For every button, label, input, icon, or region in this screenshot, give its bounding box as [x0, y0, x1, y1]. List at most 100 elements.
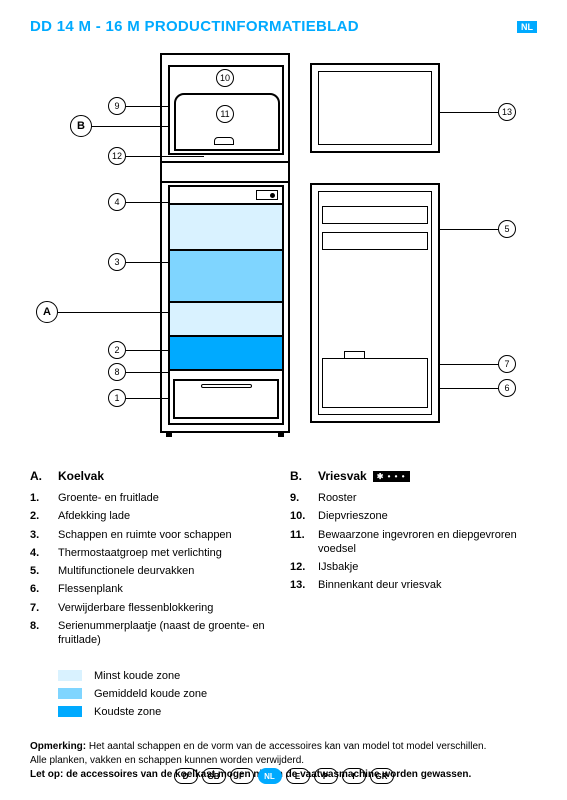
item-number: 2. — [30, 509, 58, 523]
list-item: 3.Schappen en ruimte voor schappen — [30, 528, 290, 542]
label-8: 8 — [108, 363, 126, 381]
vegetable-drawer — [173, 379, 279, 419]
list-item: 11.Bewaarzone ingevroren en diepgevroren… — [290, 528, 537, 557]
item-number: 10. — [290, 509, 318, 523]
section-letter: A. — [30, 469, 58, 483]
list-item: 1.Groente- en fruitlade — [30, 491, 290, 505]
legend-swatch — [58, 706, 82, 717]
shelf — [170, 301, 282, 303]
item-number: 9. — [290, 491, 318, 505]
item-text: Serienummerplaatje (naast de groente- en… — [58, 619, 290, 648]
language-pill-f[interactable]: F — [230, 768, 254, 784]
label-1: 1 — [108, 389, 126, 407]
note-text: Het aantal schappen en de vorm van de ac… — [86, 741, 486, 752]
list-item: 10.Diepvrieszone — [290, 509, 537, 523]
label-12: 12 — [108, 147, 126, 165]
star-rating-badge: ✱ • • • — [373, 471, 410, 482]
leader-line — [126, 398, 168, 399]
leader-line — [92, 126, 168, 127]
freezer-door — [310, 63, 440, 153]
leader-line — [440, 364, 498, 365]
legend-row: Minst koude zone — [58, 670, 537, 682]
note-line-1: Opmerking: Het aantal schappen en de vor… — [30, 740, 537, 754]
leader-line — [440, 229, 498, 230]
door-shelf — [322, 232, 428, 250]
language-pill-i[interactable]: I — [342, 768, 366, 784]
leader-line — [58, 312, 168, 313]
item-number: 4. — [30, 546, 58, 560]
header: DD 14 M - 16 M PRODUCTINFORMATIEBLAD NL — [0, 0, 567, 43]
section-A: A. Koelvak 1.Groente- en fruitlade 2.Afde… — [30, 469, 290, 652]
fridge-door — [310, 183, 440, 423]
drawer-cover — [170, 369, 282, 371]
list-item: 13.Binnenkant deur vriesvak — [290, 578, 537, 592]
zone-coldest — [170, 335, 282, 369]
item-text: Verwijderbare flessenblokkering — [58, 601, 290, 615]
label-B: B — [70, 115, 92, 137]
section-letter: B. — [290, 469, 318, 483]
label-7: 7 — [498, 355, 516, 373]
language-pill-p[interactable]: P — [314, 768, 338, 784]
list-item: 2.Afdekking lade — [30, 509, 290, 523]
temperature-legend: Minst koude zone Gemiddeld koude zone Koud… — [0, 652, 567, 718]
item-text: Schappen en ruimte voor schappen — [58, 528, 290, 542]
section-B-items: 9.Rooster10.Diepvrieszone11.Bewaarzone i… — [290, 491, 537, 593]
language-footer: DGBFNLEPIGR — [0, 768, 567, 784]
shelf — [170, 249, 282, 251]
leader-line — [126, 202, 168, 203]
language-badge: NL — [517, 21, 537, 33]
label-10: 10 — [216, 69, 234, 87]
label-A: A — [36, 301, 58, 323]
bottle-shelf — [322, 358, 428, 408]
list-item: 9.Rooster — [290, 491, 537, 505]
door-shelf — [322, 206, 428, 224]
label-5: 5 — [498, 220, 516, 238]
ice-tray-icon — [214, 137, 234, 145]
item-number: 11. — [290, 528, 318, 557]
appliance-foot — [166, 431, 172, 437]
item-text: IJsbakje — [318, 560, 537, 574]
shelf — [170, 335, 282, 337]
legend-label: Gemiddeld koude zone — [94, 688, 207, 700]
appliance-foot — [278, 431, 284, 437]
list-item: 6.Flessenplank — [30, 582, 290, 596]
language-pill-e[interactable]: E — [286, 768, 310, 784]
item-number: 7. — [30, 601, 58, 615]
leader-line — [126, 156, 204, 157]
item-number: 13. — [290, 578, 318, 592]
legend-label: Minst koude zone — [94, 670, 180, 682]
legend-lists: A. Koelvak 1.Groente- en fruitlade 2.Afde… — [0, 453, 567, 652]
item-text: Diepvrieszone — [318, 509, 537, 523]
zone-least-cold — [170, 203, 282, 249]
legend-swatch — [58, 670, 82, 681]
section-title: Koelvak — [58, 469, 104, 483]
item-text: Binnenkant deur vriesvak — [318, 578, 537, 592]
language-pill-d[interactable]: D — [174, 768, 198, 784]
legend-row: Koudste zone — [58, 706, 537, 718]
legend-row: Gemiddeld koude zone — [58, 688, 537, 700]
item-text: Bewaarzone ingevroren en diepgevroren vo… — [318, 528, 537, 557]
item-number: 6. — [30, 582, 58, 596]
language-pill-nl[interactable]: NL — [258, 768, 282, 784]
label-4: 4 — [108, 193, 126, 211]
zone-least-cold — [170, 301, 282, 335]
appliance-diagram: A B 9 12 4 3 2 8 1 10 11 13 5 7 6 — [30, 53, 537, 453]
item-number: 12. — [290, 560, 318, 574]
leader-line — [126, 372, 168, 373]
bottle-stop-icon — [344, 351, 365, 359]
item-number: 8. — [30, 619, 58, 648]
fridge-door-inner — [318, 191, 432, 415]
legend-label: Koudste zone — [94, 706, 161, 718]
leader-line — [126, 106, 168, 107]
legend-swatch — [58, 688, 82, 699]
label-2: 2 — [108, 341, 126, 359]
list-item: 12.IJsbakje — [290, 560, 537, 574]
language-pill-gb[interactable]: GB — [202, 768, 226, 784]
label-13: 13 — [498, 103, 516, 121]
label-6: 6 — [498, 379, 516, 397]
section-title: Vriesvak — [318, 469, 367, 483]
zone-medium-cold — [170, 249, 282, 301]
language-pill-gr[interactable]: GR — [370, 768, 394, 784]
page-title: DD 14 M - 16 M PRODUCTINFORMATIEBLAD — [30, 18, 359, 35]
item-text: Groente- en fruitlade — [58, 491, 290, 505]
